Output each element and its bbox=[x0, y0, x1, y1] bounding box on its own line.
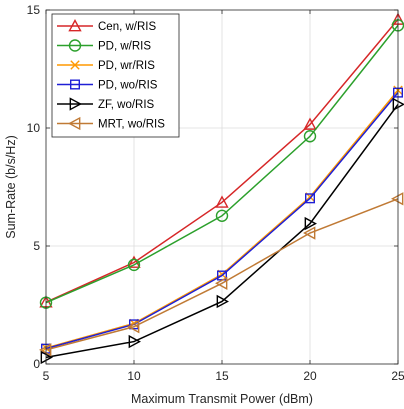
data-point-mrt-wo-ris-10 bbox=[127, 320, 140, 334]
legend-marker-cen-w-ris bbox=[68, 19, 82, 32]
data-point-zf-wo-ris-10 bbox=[128, 334, 141, 349]
legend-marker-pd-wo-ris bbox=[69, 79, 80, 90]
legend-entry-pd-wo-ris: PD, wo/RIS bbox=[57, 79, 158, 92]
legend-entry-pd-w-ris: PD, w/RIS bbox=[57, 39, 151, 53]
legend-marker-pd-wr-ris bbox=[70, 60, 80, 70]
series-line-pd-w-ris bbox=[45, 24, 399, 304]
legend-marker-pd-w-ris bbox=[68, 39, 82, 52]
legend-entry-mrt-wo-ris: MRT, wo/RIS bbox=[57, 116, 165, 131]
legend-marker-zf-wo-ris bbox=[69, 97, 82, 111]
legend-box bbox=[51, 13, 180, 138]
data-point-pd-w-ris-15 bbox=[215, 209, 229, 222]
legend-label-cen-w-ris: Cen, w/RIS bbox=[98, 21, 156, 33]
legend-label-pd-wr-ris: PD, wr/RIS bbox=[98, 60, 155, 72]
data-point-cen-w-ris-20 bbox=[303, 117, 317, 130]
legend-entry-cen-w-ris: Cen, w/RIS bbox=[57, 19, 156, 33]
data-point-pd-wo-ris-20 bbox=[305, 193, 316, 204]
data-point-zf-wo-ris-15 bbox=[216, 294, 229, 309]
legend-label-zf-wo-ris: ZF, wo/RIS bbox=[98, 99, 155, 111]
legend-label-pd-wo-ris: PD, wo/RIS bbox=[98, 80, 158, 92]
data-point-zf-wo-ris-5 bbox=[40, 350, 53, 365]
data-point-mrt-wo-ris-25 bbox=[391, 192, 404, 206]
x-tick-label-5: 5 bbox=[43, 369, 50, 383]
data-point-cen-w-ris-10 bbox=[127, 255, 141, 268]
series-line-zf-wo-ris bbox=[45, 103, 399, 359]
legend-label-mrt-wo-ris: MRT, wo/RIS bbox=[98, 119, 165, 131]
x-axis-label: Maximum Transmit Power (dBm) bbox=[131, 392, 313, 406]
x-tick-label-10: 10 bbox=[127, 369, 141, 383]
y-tick-label-5: 5 bbox=[33, 239, 40, 253]
x-tick-label-20: 20 bbox=[303, 369, 317, 383]
series-mrt-wo-ris bbox=[39, 192, 404, 357]
y-tick-label-0: 0 bbox=[33, 357, 40, 371]
x-tick-label-25: 25 bbox=[391, 369, 404, 383]
legend-label-pd-w-ris: PD, w/RIS bbox=[98, 41, 151, 53]
legend: Cen, w/RIS PD, w/RIS PD, wr/RIS PD, wo/RIS Z… bbox=[51, 13, 180, 138]
y-tick-label-10: 10 bbox=[27, 121, 41, 135]
legend-marker-mrt-wo-ris bbox=[68, 116, 81, 131]
legend-entry-pd-wr-ris: PD, wr/RIS bbox=[57, 60, 155, 72]
data-point-zf-wo-ris-25 bbox=[392, 97, 404, 112]
data-point-pd-w-ris-10 bbox=[127, 258, 141, 272]
series-zf-wo-ris bbox=[40, 97, 404, 365]
data-point-cen-w-ris-15 bbox=[215, 195, 229, 208]
data-point-mrt-wo-ris-15 bbox=[215, 276, 228, 290]
data-point-mrt-wo-ris-5 bbox=[39, 343, 52, 357]
series-line-pd-wo-ris bbox=[45, 92, 399, 350]
series-layer bbox=[39, 12, 404, 365]
legend-entry-zf-wo-ris: ZF, wo/RIS bbox=[57, 97, 155, 111]
y-axis-label: Sum-Rate (b/s/Hz) bbox=[4, 135, 18, 239]
series-line-cen-w-ris bbox=[45, 18, 399, 303]
y-tick-label-15: 15 bbox=[27, 3, 41, 17]
data-point-zf-wo-ris-20 bbox=[304, 216, 317, 231]
x-tick-label-15: 15 bbox=[215, 369, 229, 383]
data-point-pd-w-ris-20 bbox=[303, 130, 317, 143]
series-line-mrt-wo-ris bbox=[45, 198, 399, 351]
data-point-mrt-wo-ris-20 bbox=[303, 226, 316, 240]
